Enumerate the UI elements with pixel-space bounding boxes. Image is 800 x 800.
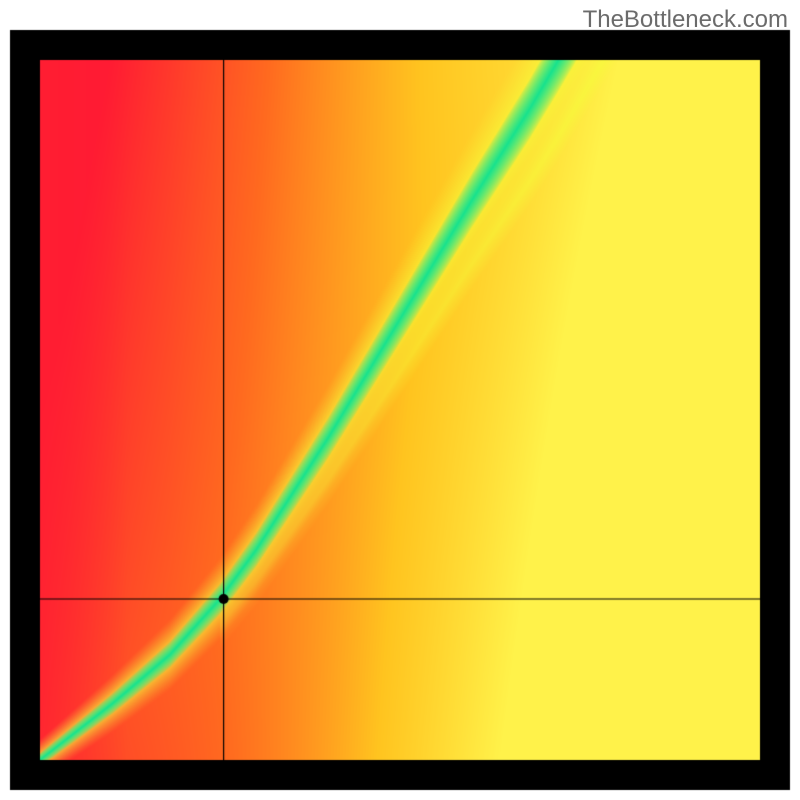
- watermark-text: TheBottleneck.com: [583, 6, 788, 34]
- bottleneck-heatmap: [0, 0, 800, 800]
